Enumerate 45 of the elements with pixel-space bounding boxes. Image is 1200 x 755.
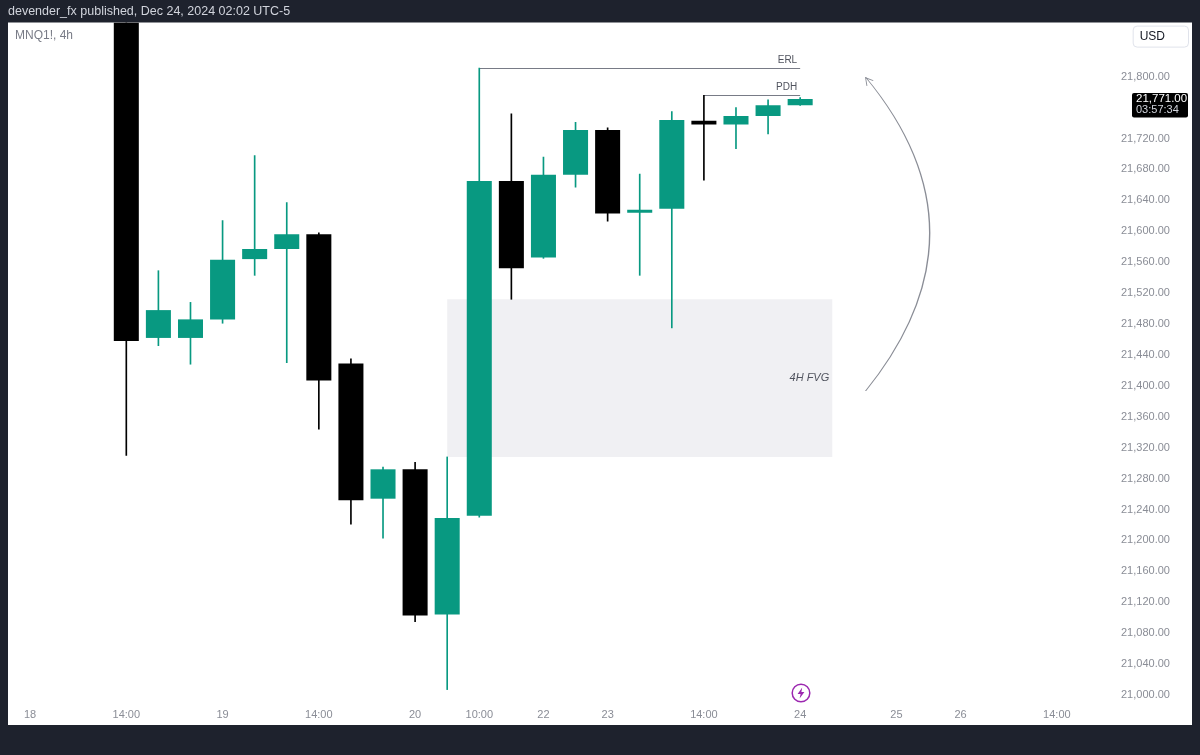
x-tick-label: 20	[408, 707, 422, 720]
candlestick	[723, 107, 749, 149]
text: devender_fx published, Dec 24, 2024 02:02 UTC-5	[8, 3, 291, 18]
x-tick-label: 18	[23, 707, 37, 720]
y-tick-label: 21,400.00	[1121, 378, 1170, 391]
y-tick-label: 21,720.00	[1121, 131, 1170, 144]
y-tick-label: 21,280.00	[1121, 471, 1170, 484]
text: 03:57:34	[1136, 103, 1179, 116]
y-tick-label: 21,680.00	[1121, 162, 1170, 175]
ref-line-label: PDH	[776, 81, 798, 93]
x-tick-label: 14:00	[112, 707, 141, 720]
x-tick-label: 10:00	[465, 707, 494, 720]
y-tick-label: 21,560.00	[1121, 255, 1170, 268]
y-tick-label: 21,040.00	[1121, 657, 1170, 670]
ref-line-label: ERL	[777, 54, 798, 66]
x-tick-label: 19	[216, 707, 229, 720]
y-tick-label: 21,240.00	[1121, 502, 1170, 515]
x-tick-label: 23	[601, 707, 614, 720]
text: MNQ1!, 4h	[15, 27, 74, 42]
y-tick-label: 21,320.00	[1121, 440, 1170, 453]
y-tick-label: 21,000.00	[1121, 688, 1170, 701]
y-tick-label: 21,600.00	[1121, 224, 1170, 237]
x-tick-label: 25	[890, 707, 903, 720]
y-axis-title: USD	[1139, 28, 1166, 43]
x-tick-label: 14:00	[305, 707, 333, 720]
y-tick-label: 21,800.00	[1121, 69, 1170, 82]
y-tick-label: 21,440.00	[1121, 347, 1170, 360]
candlestick	[691, 94, 717, 181]
candlestick	[627, 173, 653, 276]
x-tick-label: 14:00	[690, 707, 718, 720]
y-tick-label: 21,080.00	[1121, 626, 1170, 639]
y-tick-label: 21,120.00	[1121, 595, 1170, 608]
x-tick-label: 26	[954, 707, 967, 720]
y-tick-label: 21,160.00	[1121, 564, 1170, 577]
y-tick-label: 21,200.00	[1121, 533, 1170, 546]
x-tick-label: 14:00	[1043, 707, 1071, 720]
x-tick-label: 24	[794, 707, 807, 720]
candlestick	[274, 202, 300, 363]
y-tick-label: 21,520.00	[1121, 286, 1170, 299]
y-tick-label: 21,480.00	[1121, 317, 1170, 330]
text: 21,771.00	[1136, 92, 1188, 105]
y-tick-label: 21,360.00	[1121, 409, 1170, 422]
y-tick-label: 21,640.00	[1121, 193, 1170, 206]
x-tick-label: 22	[537, 707, 550, 720]
band-label: 4H FVG	[789, 371, 830, 384]
